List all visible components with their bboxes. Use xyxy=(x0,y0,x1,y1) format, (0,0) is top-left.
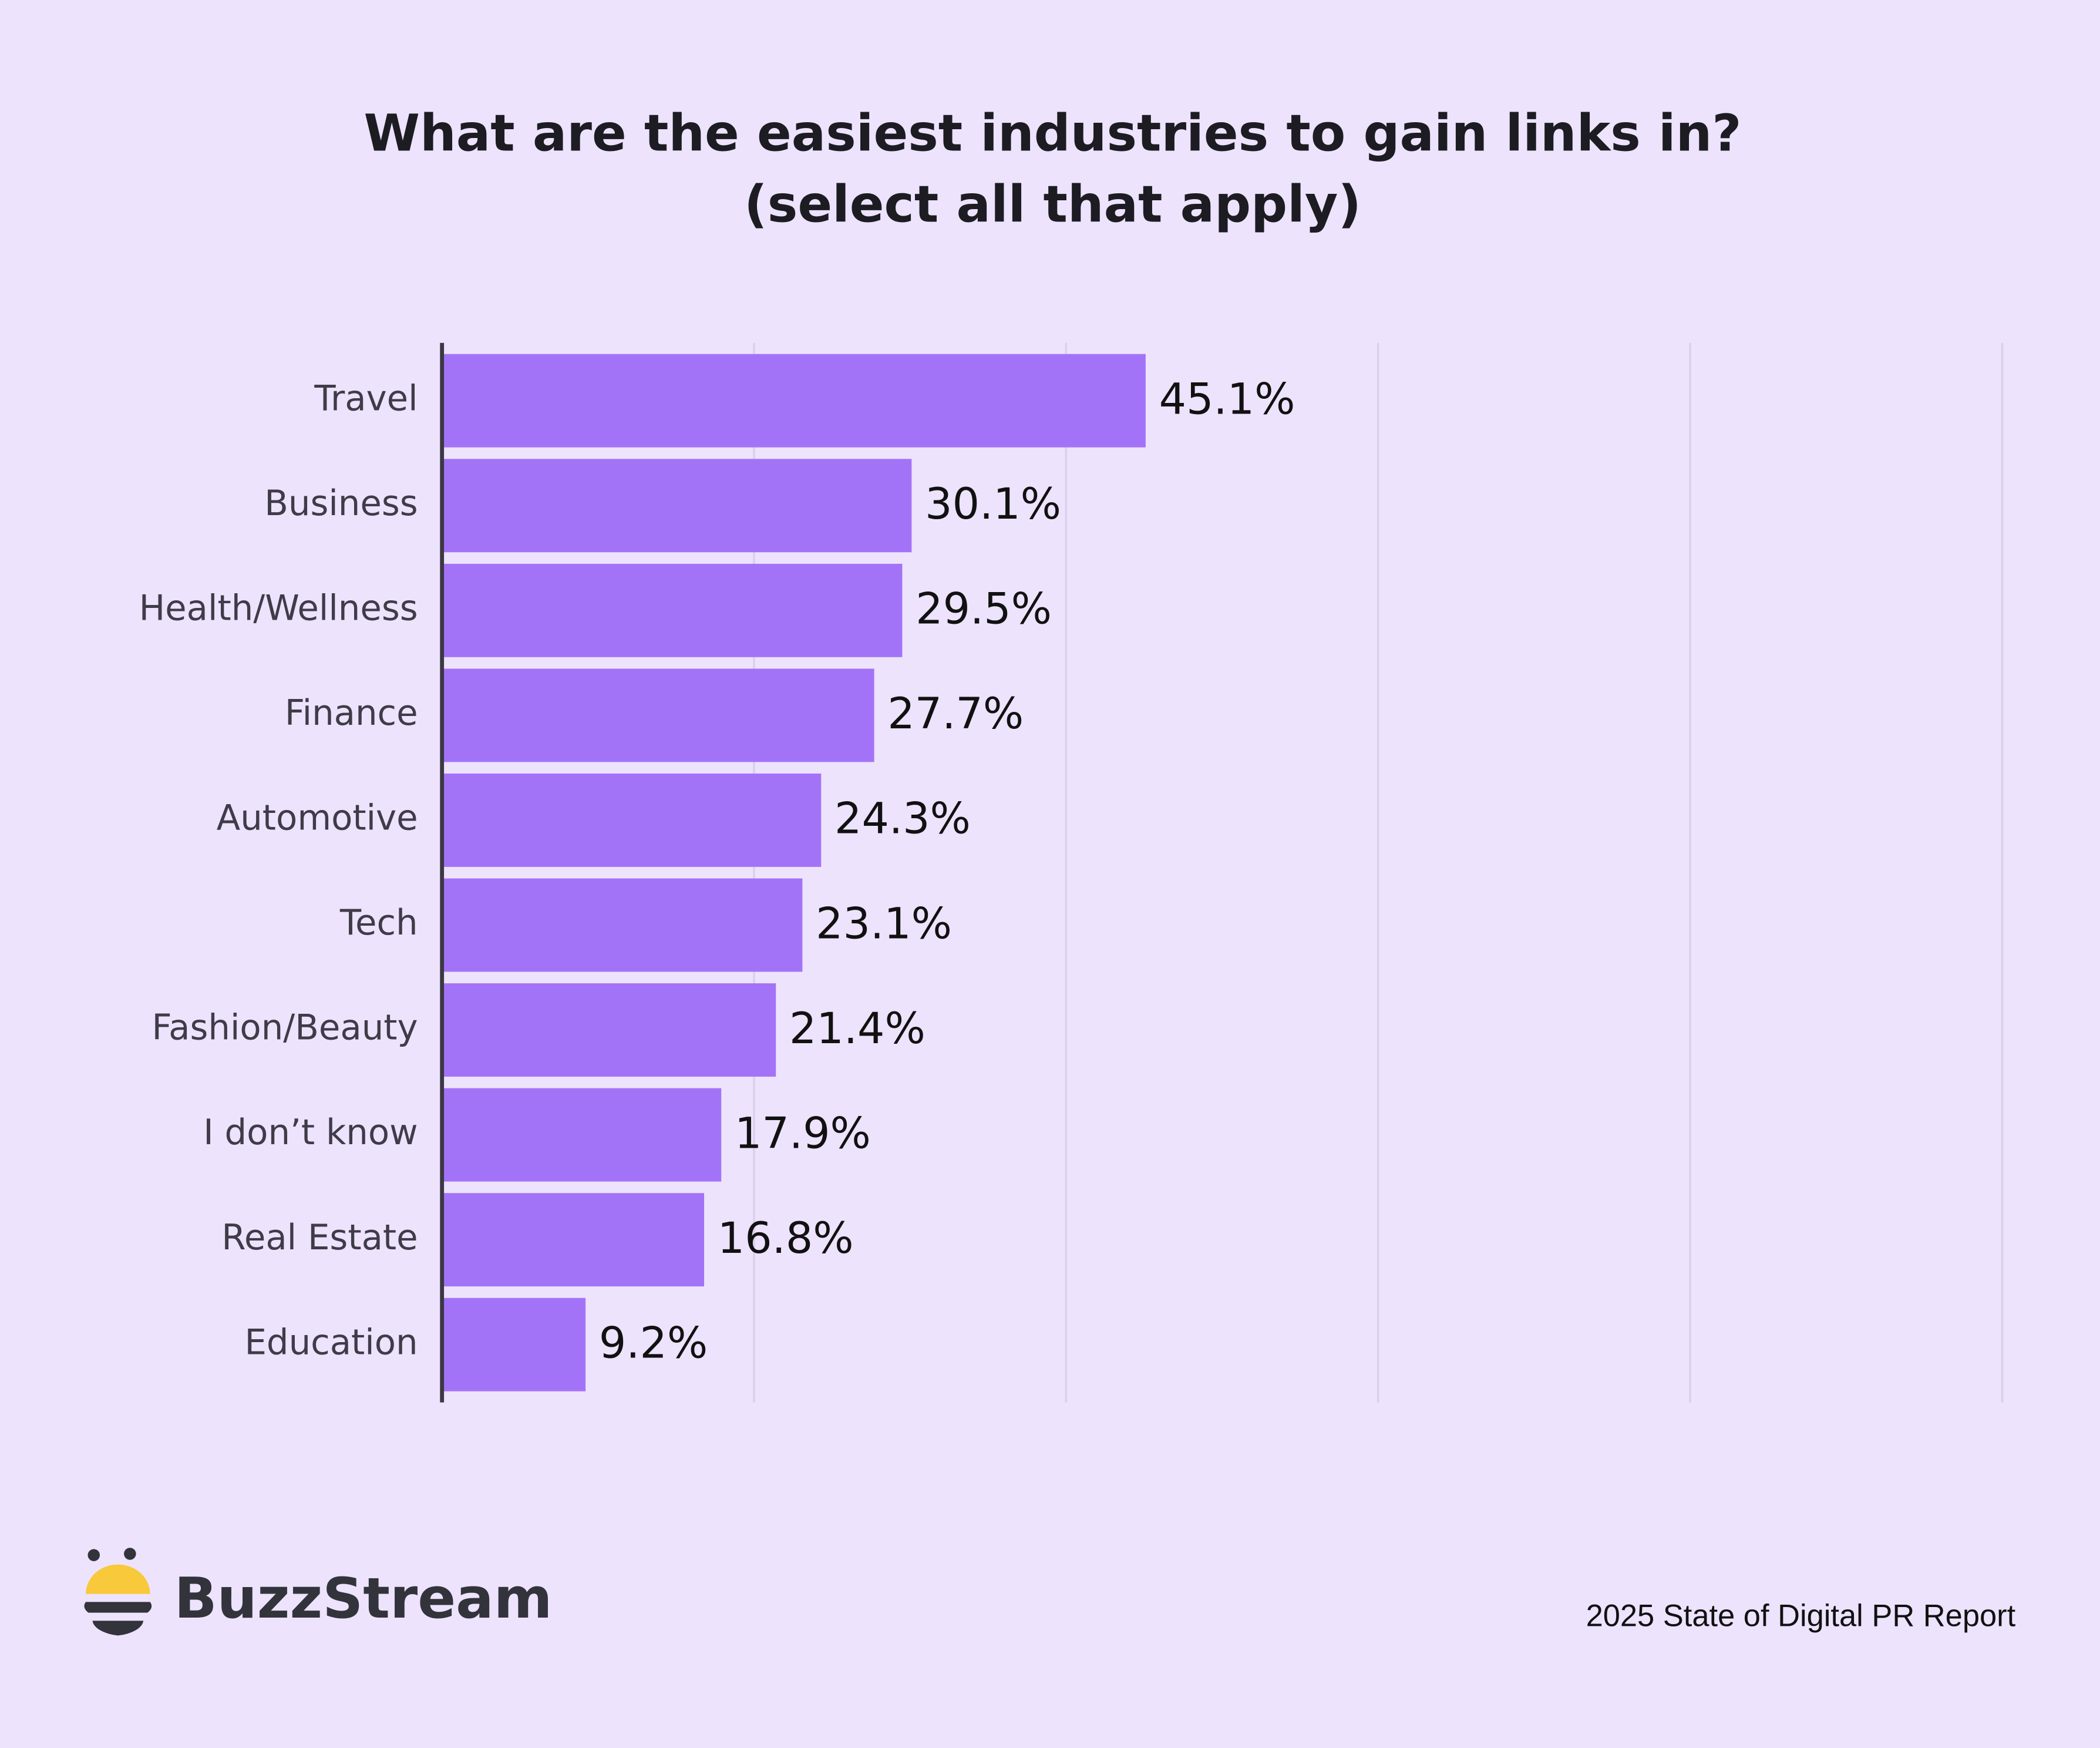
bar xyxy=(442,1297,586,1391)
bar xyxy=(442,773,822,867)
y-tick-label: I don’t know xyxy=(203,1112,418,1152)
logo-text: BuzzStream xyxy=(174,1565,553,1631)
chart-subtitle: (select all that apply) xyxy=(744,175,1361,234)
bar xyxy=(442,563,903,657)
source-note: 2025 State of Digital PR Report xyxy=(1586,1599,2016,1633)
y-tick-label: Travel xyxy=(314,378,418,418)
value-label: 27.7% xyxy=(887,689,1024,739)
y-tick-label: Real Estate xyxy=(221,1217,418,1258)
y-tick-label: Education xyxy=(244,1322,418,1362)
y-tick-label: Fashion/Beauty xyxy=(152,1007,418,1048)
bar xyxy=(442,459,912,553)
value-label: 9.2% xyxy=(599,1319,708,1369)
chart-title: What are the easiest industries to gain … xyxy=(364,105,1742,163)
y-tick-label: Automotive xyxy=(217,798,418,838)
y-tick-label: Business xyxy=(264,483,418,523)
bar xyxy=(442,668,874,762)
value-label: 24.3% xyxy=(834,794,971,844)
bar xyxy=(442,1193,705,1287)
value-label: 16.8% xyxy=(718,1213,854,1263)
bar xyxy=(442,354,1146,448)
value-label: 45.1% xyxy=(1159,374,1295,424)
value-label: 17.9% xyxy=(735,1108,871,1158)
value-label: 21.4% xyxy=(789,1004,926,1054)
y-tick-label: Tech xyxy=(339,902,418,943)
y-tick-label: Finance xyxy=(285,693,418,733)
bar xyxy=(442,983,776,1077)
logo-icon xyxy=(84,1548,152,1636)
bar xyxy=(442,878,803,972)
value-label: 29.5% xyxy=(916,584,1052,634)
value-label: 23.1% xyxy=(816,899,952,949)
value-label: 30.1% xyxy=(925,479,1061,529)
y-tick-label: Health/Wellness xyxy=(139,587,418,628)
bar xyxy=(442,1088,722,1182)
